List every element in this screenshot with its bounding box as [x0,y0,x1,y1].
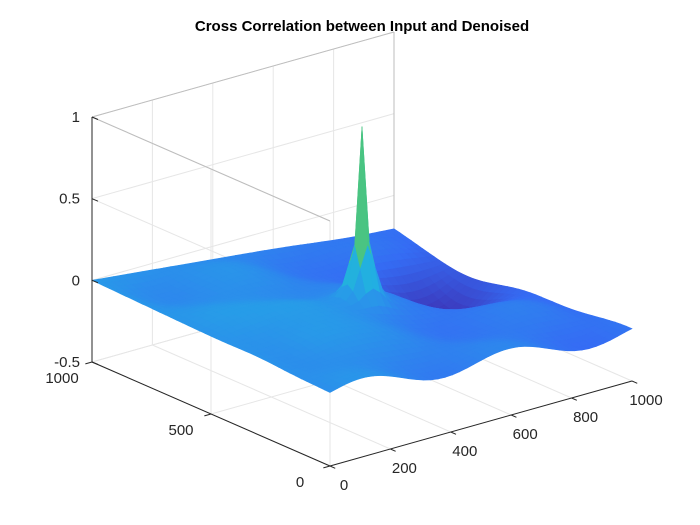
z-tick-label: 0 [72,272,80,289]
x-tick [390,448,396,452]
x-tick [450,431,457,435]
grid-line [91,194,395,281]
x-tick-label: 400 [452,443,477,460]
grid-line [91,113,395,200]
box-edge [91,116,331,222]
x-tick [631,380,638,384]
y-tick [85,361,93,365]
z-tick [91,361,99,365]
z-tick [91,279,99,284]
z-tick [91,116,99,120]
y-tick-label: 500 [168,422,193,439]
z-tick [91,198,99,202]
z-tick-label: 0.5 [59,191,80,208]
y-tick [323,465,331,469]
x-tick [571,397,578,401]
surface-patch [618,325,633,333]
surface-layer [91,126,633,393]
x-tick-label: 0 [340,477,348,494]
x-tick [510,414,517,418]
x-axis-line [329,380,633,467]
y-tick-label: 0 [296,474,304,491]
y-tick [204,413,212,417]
z-tick-label: -0.5 [54,354,80,371]
box-edge [91,31,395,118]
z-tick-label: 1 [72,109,80,126]
x-tick-label: 600 [513,426,538,443]
y-tick-label: 1000 [45,370,78,387]
chart-title: Cross Correlation between Input and Deno… [195,18,529,35]
x-tick-label: 200 [392,460,417,477]
x-tick-label: 800 [573,409,598,426]
x-tick [329,465,336,469]
x-tick-label: 1000 [629,392,662,409]
